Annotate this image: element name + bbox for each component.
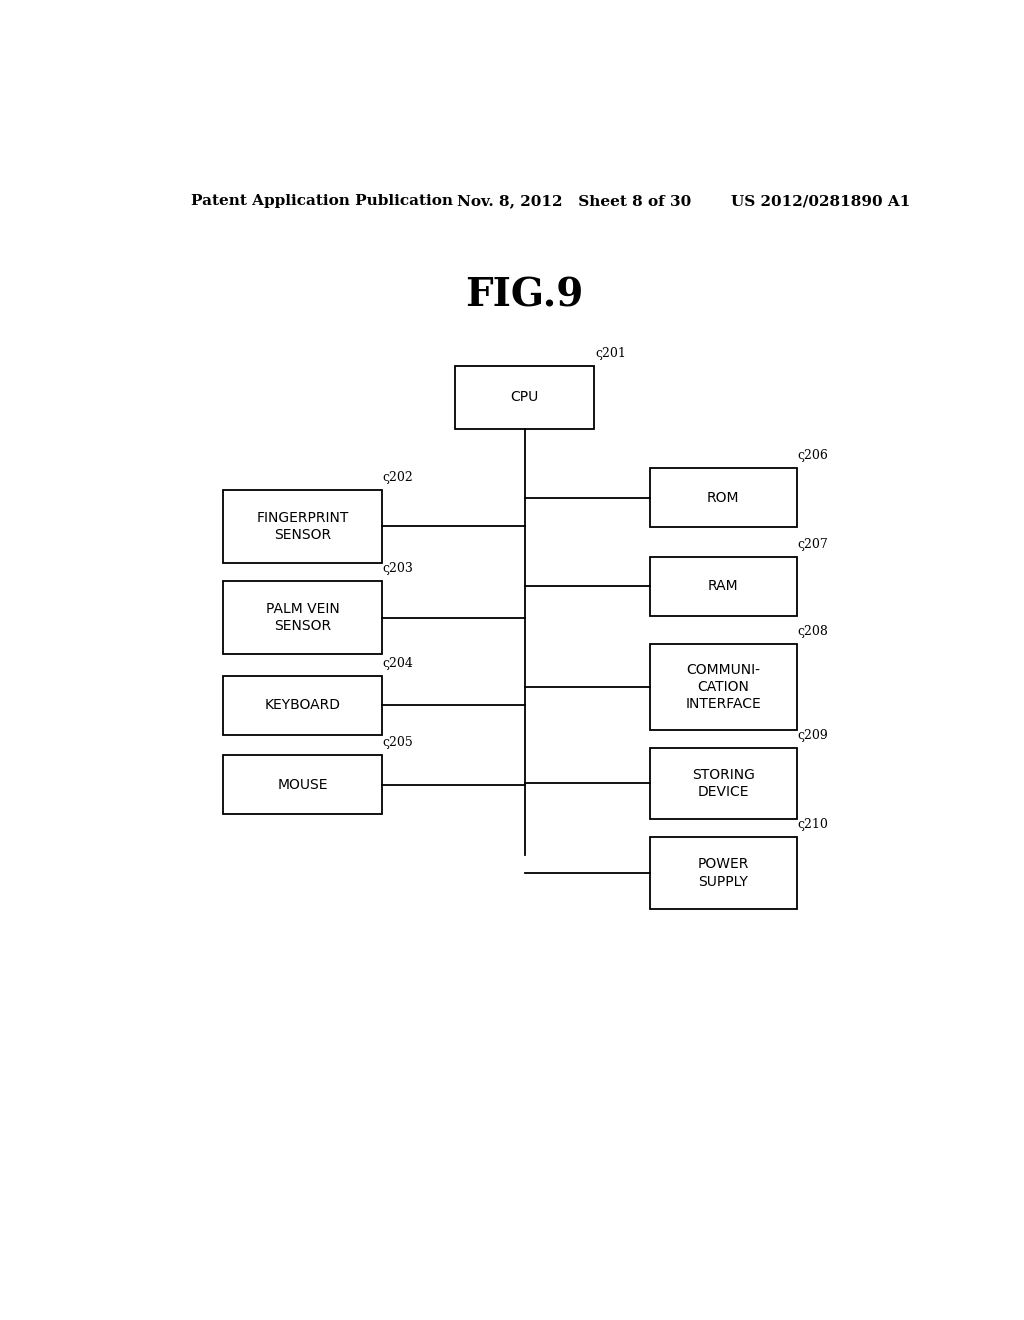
Text: ς201: ς201 (595, 347, 626, 359)
Bar (650, 557, 797, 616)
Text: ς208: ς208 (798, 624, 828, 638)
Bar (650, 748, 797, 818)
Bar (650, 469, 797, 528)
Bar (650, 837, 797, 908)
Text: ς205: ς205 (383, 737, 414, 748)
Text: ς204: ς204 (383, 656, 414, 669)
Bar (456, 366, 594, 429)
Text: FINGERPRINT
SENSOR: FINGERPRINT SENSOR (256, 511, 349, 543)
Text: STORING
DEVICE: STORING DEVICE (692, 768, 755, 799)
Text: ς210: ς210 (798, 818, 828, 832)
Text: PALM VEIN
SENSOR: PALM VEIN SENSOR (265, 602, 340, 634)
Bar (223, 676, 382, 735)
Bar (223, 490, 382, 562)
Text: US 2012/0281890 A1: US 2012/0281890 A1 (731, 194, 910, 209)
Bar (223, 755, 382, 814)
Text: RAM: RAM (708, 579, 738, 593)
Text: COMMUNI-
CATION
INTERFACE: COMMUNI- CATION INTERFACE (685, 663, 761, 711)
Text: ROM: ROM (707, 491, 739, 504)
Bar (650, 644, 797, 730)
Text: FIG.9: FIG.9 (466, 277, 584, 314)
Bar (223, 581, 382, 655)
Text: KEYBOARD: KEYBOARD (264, 698, 341, 713)
Text: Patent Application Publication: Patent Application Publication (191, 194, 454, 209)
Text: MOUSE: MOUSE (278, 777, 328, 792)
Text: ς209: ς209 (798, 729, 828, 742)
Text: ς202: ς202 (383, 471, 414, 483)
Text: ς206: ς206 (798, 449, 828, 462)
Text: ς207: ς207 (798, 537, 828, 550)
Text: POWER
SUPPLY: POWER SUPPLY (697, 857, 749, 888)
Text: ς203: ς203 (383, 562, 414, 576)
Text: CPU: CPU (511, 391, 539, 404)
Text: Nov. 8, 2012   Sheet 8 of 30: Nov. 8, 2012 Sheet 8 of 30 (458, 194, 691, 209)
